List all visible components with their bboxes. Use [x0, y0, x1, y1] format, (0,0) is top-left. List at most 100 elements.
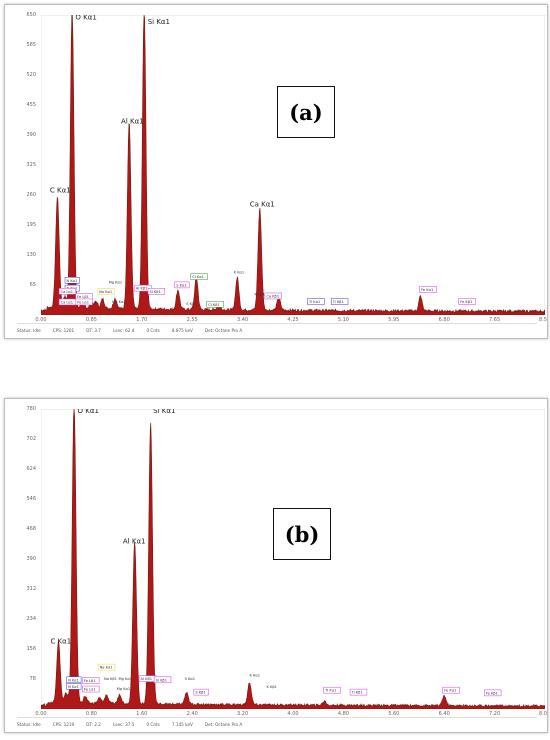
- spectrum-chart-a: C Kα1 O Kα1 Si Kα1 Al Kα1 Ca Kα1 K Kα1 S Kα1 Cl…: [40, 14, 546, 316]
- lsec-value: Lsec: 62.4: [112, 328, 135, 333]
- y-tick-label: 585: [26, 42, 36, 48]
- cps-value: CPS: 1219: [52, 722, 75, 727]
- line-marker-19: Fe Lα1: [75, 298, 93, 306]
- line-marker-11: Ca Kβ1: [264, 292, 282, 300]
- line-marker-label: N Kα1: [68, 685, 79, 689]
- minor-peak-mark-2: [99, 703, 100, 704]
- peak-label-1: O Kα1: [78, 409, 99, 415]
- minor-peak-mark-1: [82, 306, 83, 307]
- spectrum-panel-b: C Kα1 O Kα1 Si Kα1 Al Kα1 Na Kα1 Na Kβ1 Mg Kα1…: [4, 398, 548, 733]
- y-tick-label: 65: [29, 282, 36, 288]
- x-tick-label: 0.85: [85, 317, 97, 323]
- x-tick-label: 0.00: [35, 317, 47, 323]
- minor-peak-mark-10: [91, 309, 92, 310]
- counts-value: 0 Cnts: [146, 722, 160, 727]
- line-marker-label: Ti Kβ1: [332, 300, 344, 304]
- minor-peak-mark-4: [115, 305, 116, 306]
- y-tick-label: 624: [26, 466, 36, 472]
- x-tick-label: 3.20: [237, 711, 249, 717]
- minor-peak-mark-7: [324, 705, 325, 706]
- x-tick-label: 2.55: [186, 317, 198, 323]
- line-marker-label: Al Kβ1: [136, 287, 148, 291]
- y-tick-label: 650: [26, 12, 36, 18]
- y-tick-label: 78: [29, 676, 36, 682]
- line-marker-label: Al Kβ1: [141, 677, 153, 681]
- line-marker-8: S Kα1: [185, 677, 195, 681]
- status-text: Status: Idle: [17, 328, 41, 333]
- x-tick-label: 6.40: [438, 711, 450, 717]
- counts-value: 0 Cnts: [146, 328, 160, 333]
- line-marker-label: K Kβ1: [267, 685, 277, 689]
- minor-peak-mark-5: [186, 697, 187, 698]
- line-marker-18: Fe Lβ1: [82, 677, 100, 684]
- line-marker-label: Mg Kα1: [112, 300, 126, 304]
- panel-label-a: (a): [277, 86, 335, 138]
- line-marker-5: Na Kβ1: [104, 677, 117, 681]
- x-tick-label: 8.5: [539, 317, 547, 323]
- line-marker-7: Mg Kα1: [117, 687, 131, 691]
- status-text: Status: Idle: [17, 722, 41, 727]
- line-marker-11: K Kβ1: [267, 685, 277, 689]
- x-tick-label: 4.25: [287, 317, 299, 323]
- line-marker-24: Cl Kβ1: [206, 301, 224, 308]
- line-marker-4: Na Kα1: [97, 663, 116, 671]
- line-marker-23: Si Kβ1: [147, 288, 166, 295]
- y-tick-label: 312: [26, 586, 36, 592]
- line-marker-label: Fe Kβ1: [486, 691, 498, 695]
- line-marker-label: N Kα1: [68, 678, 79, 682]
- y-tick-label: 130: [26, 252, 36, 258]
- minor-peak-mark-4: [119, 699, 120, 700]
- line-marker-label: Fe Kα1: [444, 689, 456, 693]
- line-marker-label: Si Kβ1: [156, 678, 167, 682]
- line-marker-label: Na Kα1: [100, 666, 113, 670]
- y-tick-label: 156: [26, 646, 36, 652]
- line-marker-label: Fe Lβ1: [84, 679, 96, 683]
- minor-peak-mark-8: [444, 699, 445, 700]
- line-marker-17: N Kα1: [66, 683, 82, 690]
- y-tick-label: 325: [26, 162, 36, 168]
- y-tick-label: 780: [26, 406, 36, 412]
- peak-label-0: C Kα1: [50, 638, 71, 646]
- minor-peak-mark-7: [237, 282, 238, 283]
- x-tick-label: 5.10: [337, 317, 349, 323]
- spectrum-panel-a: C Kα1 O Kα1 Si Kα1 Al Kα1 Ca Kα1 K Kα1 S Kα1 Cl…: [4, 4, 548, 339]
- status-bar-a: Status: Idle CPS: 1201 DT: 3.7 Lsec: 62.…: [17, 323, 537, 335]
- x-tick-label: 7.20: [489, 711, 501, 717]
- x-tick-label: 0.00: [35, 711, 47, 717]
- minor-peak-mark-11: [219, 309, 220, 310]
- minor-peak-mark-3: [102, 305, 103, 306]
- x-tick-label: 4.00: [287, 711, 299, 717]
- line-marker-6: Mg Kα1: [118, 677, 132, 681]
- lsec-value: Lsec: 37.5: [112, 722, 135, 727]
- line-marker-16: N Kα1: [64, 277, 80, 284]
- line-marker-label: Si Kβ1: [150, 290, 161, 294]
- line-marker-label: Fe Kα1: [421, 288, 433, 292]
- line-marker-label: Mg Kα1: [109, 281, 123, 285]
- line-marker-12: Ti Kα1: [307, 298, 325, 305]
- line-marker-18: Fe Lβ1: [75, 293, 93, 300]
- minor-peak-mark-6: [196, 282, 197, 283]
- line-marker-19: Fe Lα1: [82, 685, 100, 693]
- y-tick-label: 520: [26, 72, 36, 78]
- spectrum-area: [40, 14, 546, 316]
- y-tick-label: 234: [26, 616, 36, 622]
- line-marker-label: Fe Lβ1: [77, 295, 89, 299]
- x-tick-label: 3.40: [237, 317, 249, 323]
- line-marker-label: Ca Kβ1: [266, 294, 279, 298]
- y-tick-label: 455: [26, 102, 36, 108]
- line-marker-label: Fe Kβ1: [460, 300, 472, 304]
- line-marker-16: N Kα1: [66, 676, 82, 684]
- line-marker-9: Na Kα1: [97, 288, 115, 295]
- line-marker-label: K Kα1: [250, 673, 261, 677]
- minor-peak-mark-0: [66, 699, 67, 700]
- line-marker-13: Ti Kβ1: [349, 688, 368, 696]
- line-marker-25: S Kβ1: [186, 302, 196, 306]
- line-marker-label: Ti Kα1: [324, 689, 336, 693]
- detector-value: Det: Octane Pro A: [204, 328, 243, 333]
- line-marker-label: S Kβ1: [186, 302, 196, 306]
- line-marker-14: Fe Kα1: [419, 286, 437, 293]
- peak-label-0: C Kα1: [50, 187, 71, 195]
- line-marker-label: Na Kβ1: [104, 677, 117, 681]
- peak-label-2: Si Kα1: [148, 18, 170, 26]
- line-marker-10: K Kα1: [250, 673, 261, 677]
